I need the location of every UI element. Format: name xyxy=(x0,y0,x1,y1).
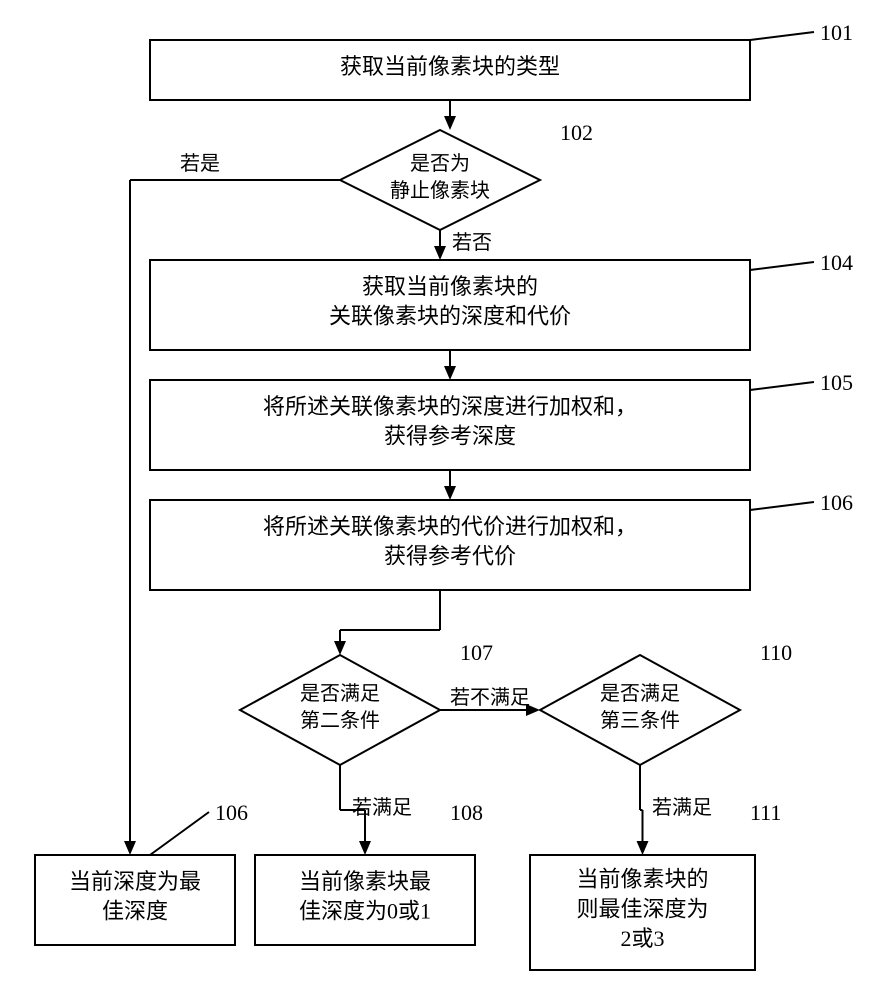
node-text: 当前像素块最 xyxy=(299,869,431,894)
step-label: 102 xyxy=(560,120,593,145)
node-text: 关联像素块的深度和代价 xyxy=(329,304,571,329)
step-label: 104 xyxy=(820,250,853,275)
node-text: 获得参考深度 xyxy=(384,424,516,449)
step-label: 111 xyxy=(750,800,781,825)
node-text: 当前像素块的 xyxy=(576,867,708,892)
node-text: 是否满足 xyxy=(600,682,680,705)
node-text: 佳深度为0或1 xyxy=(299,899,431,924)
edge-text: 若满足 xyxy=(352,796,412,819)
edge-text: 若满足 xyxy=(652,796,712,819)
node-text: 将所述关联像素块的代价进行加权和， xyxy=(263,514,637,539)
node-text: 获取当前像素块的类型 xyxy=(340,54,560,79)
node-text: 是否满足 xyxy=(300,682,380,705)
step-label: 105 xyxy=(820,370,853,395)
node-text: 佳深度 xyxy=(102,899,168,924)
node-text: 则最佳深度为 xyxy=(576,896,708,921)
edge-text: 若否 xyxy=(452,231,492,254)
step-label: 107 xyxy=(460,640,493,665)
step-label: 106 xyxy=(820,490,853,515)
step-label: 106 xyxy=(215,800,248,825)
node-text: 获得参考代价 xyxy=(384,544,516,569)
node-text: 获取当前像素块的 xyxy=(362,274,538,299)
edge-text: 若是 xyxy=(180,152,220,175)
node-text: 将所述关联像素块的深度进行加权和， xyxy=(263,394,637,419)
step-label: 108 xyxy=(450,800,483,825)
node-text: 第二条件 xyxy=(300,709,380,732)
node-text: 静止像素块 xyxy=(390,179,490,202)
edge-text: 若不满足 xyxy=(450,686,530,709)
node-text: 当前深度为最 xyxy=(69,869,201,894)
node-text: 第三条件 xyxy=(600,709,680,732)
step-label: 101 xyxy=(820,20,853,45)
node-text: 2或3 xyxy=(620,926,664,951)
step-label: 110 xyxy=(760,640,792,665)
node-text: 是否为 xyxy=(410,152,470,175)
